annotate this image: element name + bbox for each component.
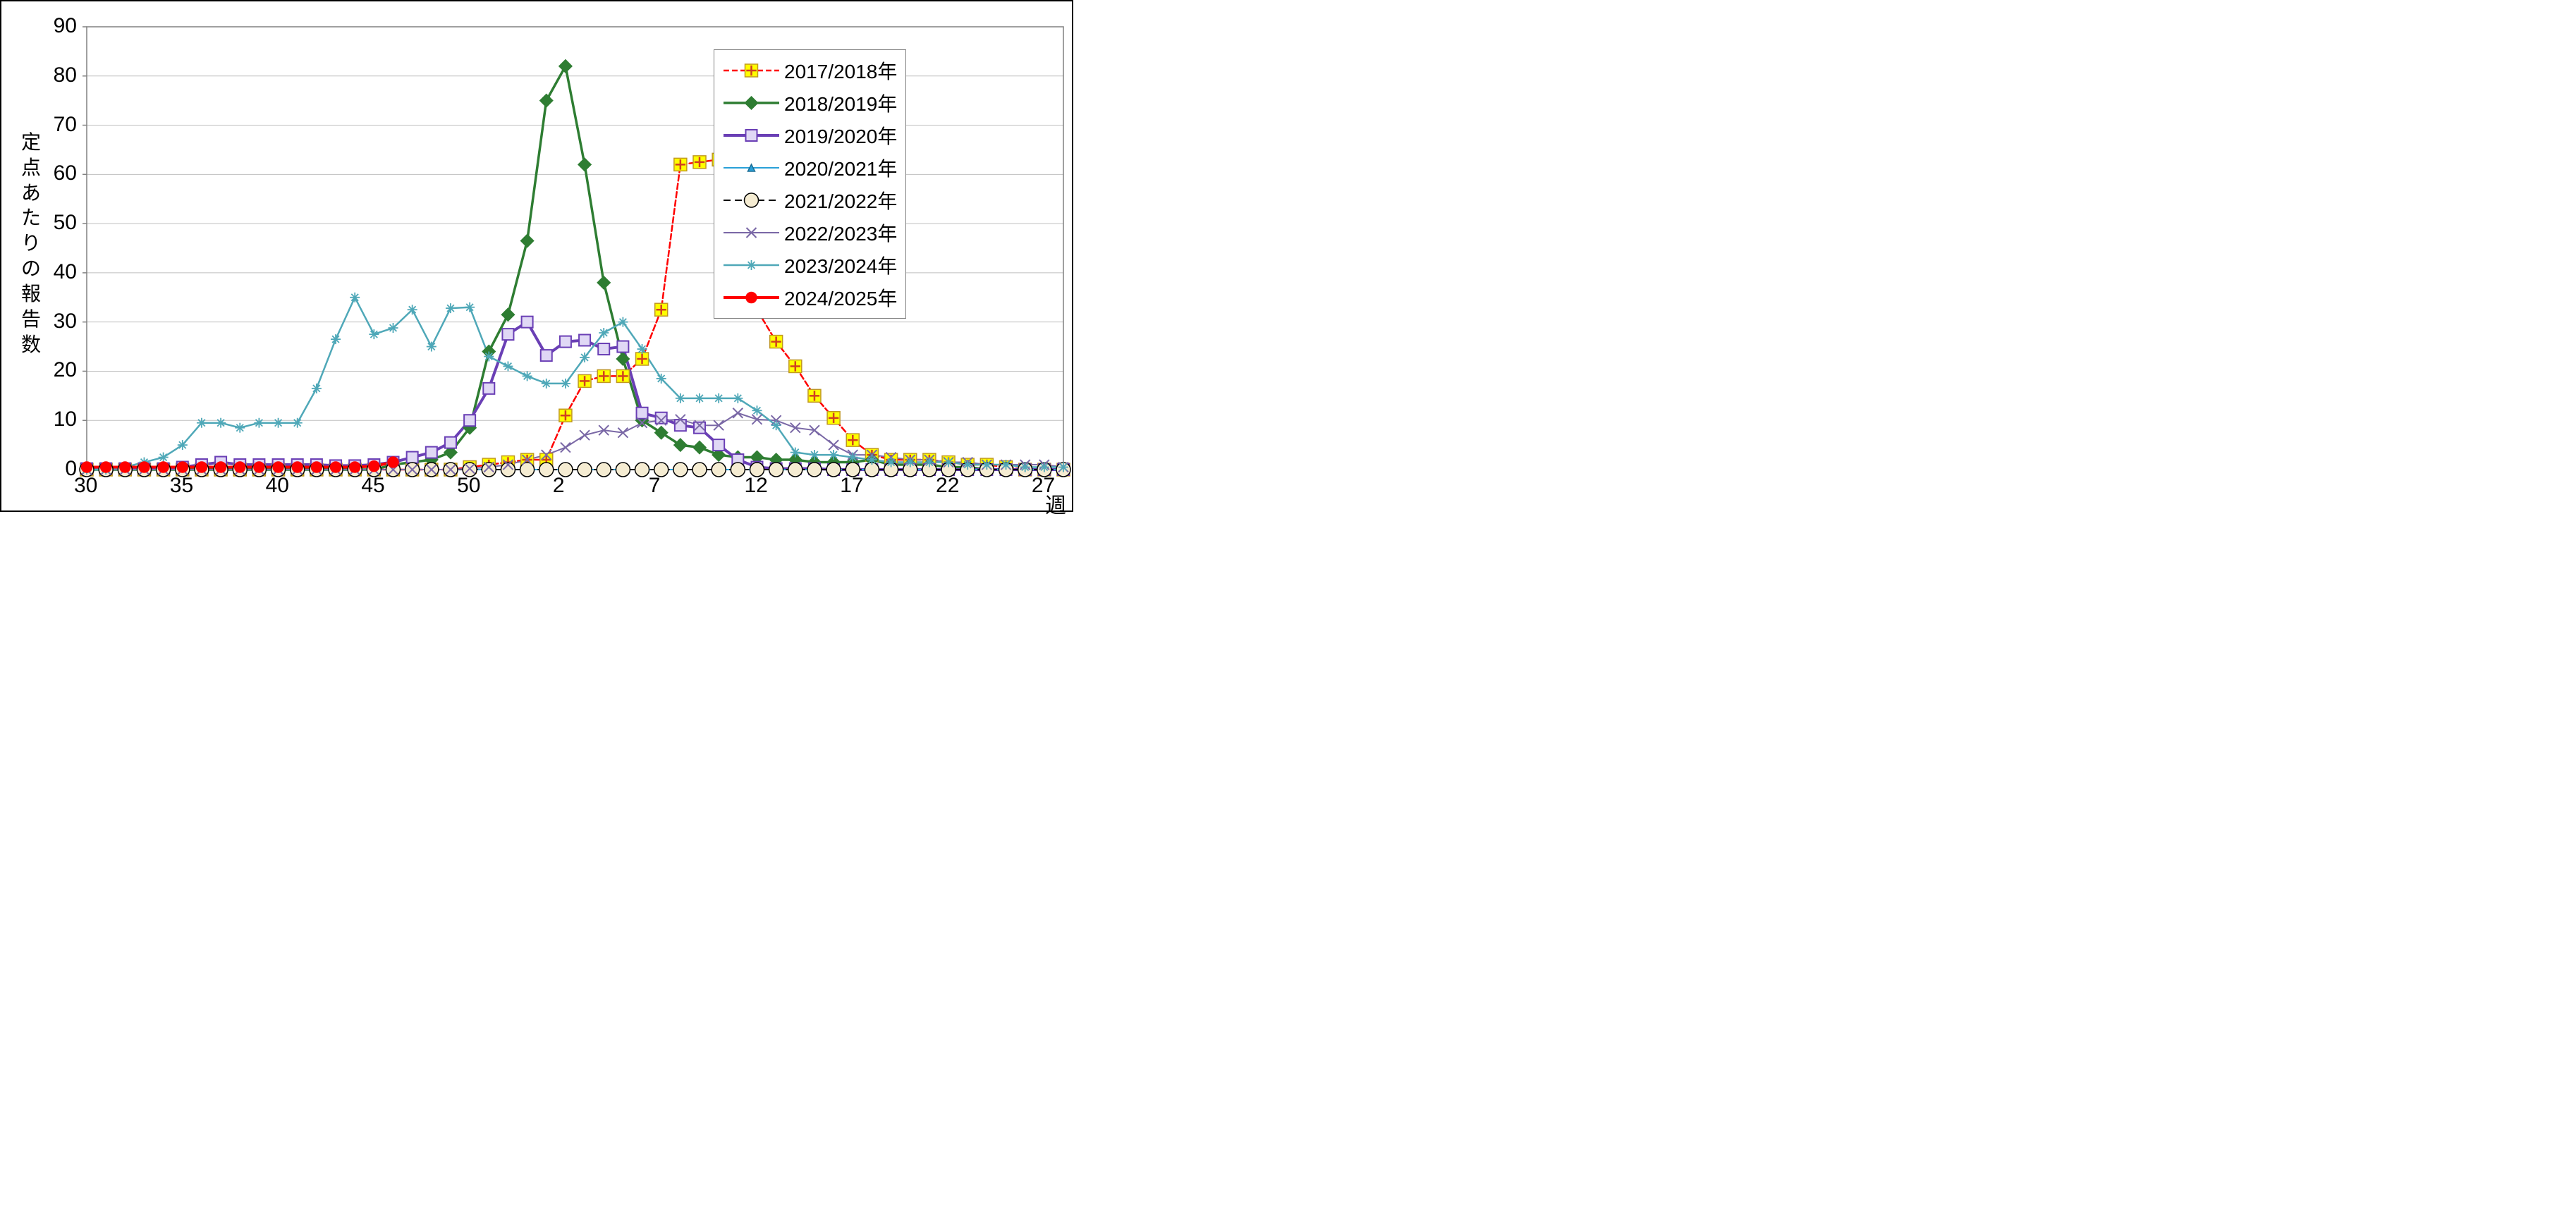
legend-item: 2018/2019年 xyxy=(721,87,897,119)
x-tick-label: 12 xyxy=(744,474,767,498)
line-chart: 定点あたりの報告数 週 0102030405060708090303540455… xyxy=(0,0,1073,512)
legend-item: 2022/2023年 xyxy=(721,216,897,249)
legend-label: 2018/2019年 xyxy=(784,89,897,117)
legend-label: 2020/2021年 xyxy=(784,154,897,182)
legend-item: 2020/2021年 xyxy=(721,152,897,184)
x-tick-label: 45 xyxy=(361,474,384,498)
y-tick-label: 60 xyxy=(54,161,77,185)
y-tick-label: 90 xyxy=(54,14,77,38)
legend-label: 2021/2022年 xyxy=(784,186,897,214)
y-tick-label: 50 xyxy=(54,211,77,235)
legend-swatch-icon xyxy=(721,251,781,279)
legend-label: 2022/2023年 xyxy=(784,219,897,247)
legend-swatch-icon xyxy=(721,56,781,85)
y-axis-label: 定点あたりの報告数 xyxy=(21,130,41,357)
x-tick-label: 40 xyxy=(266,474,289,498)
x-tick-label: 35 xyxy=(170,474,193,498)
legend-swatch-icon xyxy=(721,154,781,182)
legend-item: 2024/2025年 xyxy=(721,281,897,314)
x-tick-label: 27 xyxy=(1032,474,1055,498)
legend-swatch-icon xyxy=(721,89,781,117)
legend-swatch-icon xyxy=(721,283,781,312)
y-tick-label: 20 xyxy=(54,358,77,382)
legend-swatch-icon xyxy=(721,121,781,149)
y-tick-label: 80 xyxy=(54,63,77,87)
x-tick-label: 17 xyxy=(840,474,863,498)
legend-label: 2017/2018年 xyxy=(784,56,897,85)
legend-label: 2024/2025年 xyxy=(784,283,897,312)
y-tick-label: 40 xyxy=(54,260,77,284)
legend-item: 2021/2022年 xyxy=(721,184,897,216)
legend-item: 2017/2018年 xyxy=(721,54,897,87)
x-tick-label: 30 xyxy=(74,474,97,498)
y-tick-label: 30 xyxy=(54,310,77,334)
x-tick-label: 7 xyxy=(649,474,661,498)
legend-label: 2019/2020年 xyxy=(784,121,897,149)
x-tick-label: 2 xyxy=(553,474,565,498)
legend-swatch-icon xyxy=(721,219,781,247)
legend-item: 2023/2024年 xyxy=(721,249,897,281)
y-tick-label: 70 xyxy=(54,113,77,137)
legend-label: 2023/2024年 xyxy=(784,251,897,279)
legend-swatch-icon xyxy=(721,186,781,214)
x-tick-label: 50 xyxy=(457,474,480,498)
plot-area xyxy=(1,1,1075,513)
legend-item: 2019/2020年 xyxy=(721,119,897,152)
y-tick-label: 10 xyxy=(54,408,77,432)
x-tick-label: 22 xyxy=(936,474,959,498)
legend: 2017/2018年 2018/2019年 2019/2020年 2020/2021年… xyxy=(714,49,906,319)
